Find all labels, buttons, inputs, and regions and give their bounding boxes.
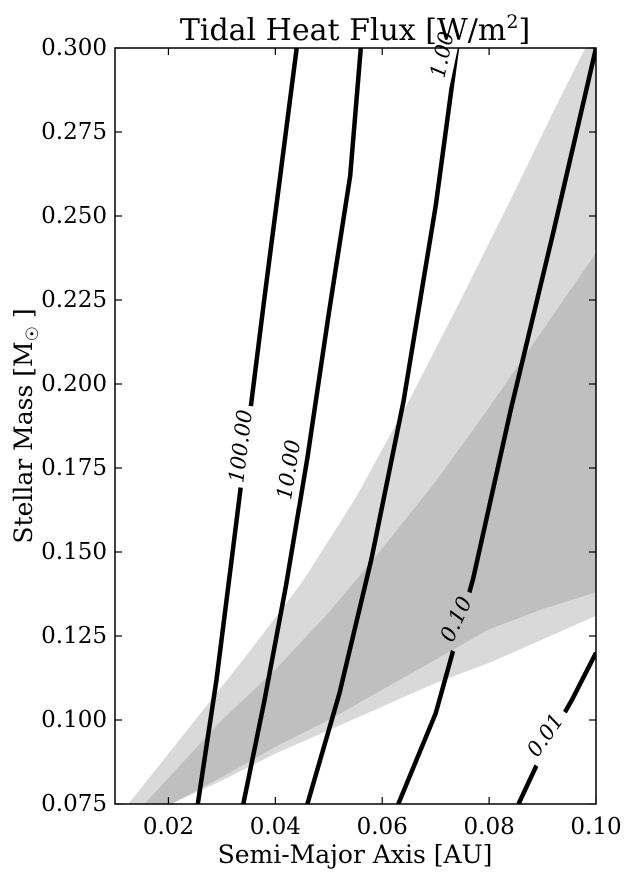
contour-line-100.00 [195,48,299,804]
contour-line-10.00 [241,48,364,804]
contour-line-0.10 [396,48,596,804]
plot-frame [114,47,597,805]
y-tick-label: 0.300 [41,35,107,61]
x-tick-label: 0.08 [464,814,515,840]
shaded-regions [128,48,596,804]
shaded-region-2 [144,253,596,804]
x-tick-label: 0.02 [143,814,194,840]
x-tick-label: 0.06 [357,814,408,840]
sun-symbol: ☉ [23,326,43,341]
y-tick-label: 0.125 [41,623,107,649]
y-tick-label: 0.225 [41,287,107,313]
y-tick-label: 0.075 [41,791,107,817]
y-axis-ticks: 0.075 0.100 0.125 0.150 0.175 0.200 0.225 0.250… [41,35,596,817]
x-tick-label: 0.10 [570,814,621,840]
y-tick-label: 0.175 [41,455,107,481]
contour-line-1.00 [305,48,460,804]
y-tick-label: 0.200 [41,371,107,397]
x-tick-label: 0.04 [250,814,301,840]
chart-title: Tidal Heat Flux [W/m2] [180,11,530,48]
contour-line-0.01 [516,651,596,804]
contour-label-100.00: 100.00 [224,408,257,484]
title-superscript: 2 [506,11,518,33]
y-tick-label: 0.250 [41,203,107,229]
x-axis-ticks: 0.02 0.04 0.06 0.08 0.10 [143,48,622,840]
contour-lines [195,48,596,804]
y-tick-label: 0.275 [41,119,107,145]
y-tick-label: 0.150 [41,539,107,565]
x-axis-label: Semi-Major Axis [AU] [218,840,493,869]
y-tick-label: 0.100 [41,707,107,733]
y-axis-label: Stellar Mass [M☉ ] [9,308,43,543]
